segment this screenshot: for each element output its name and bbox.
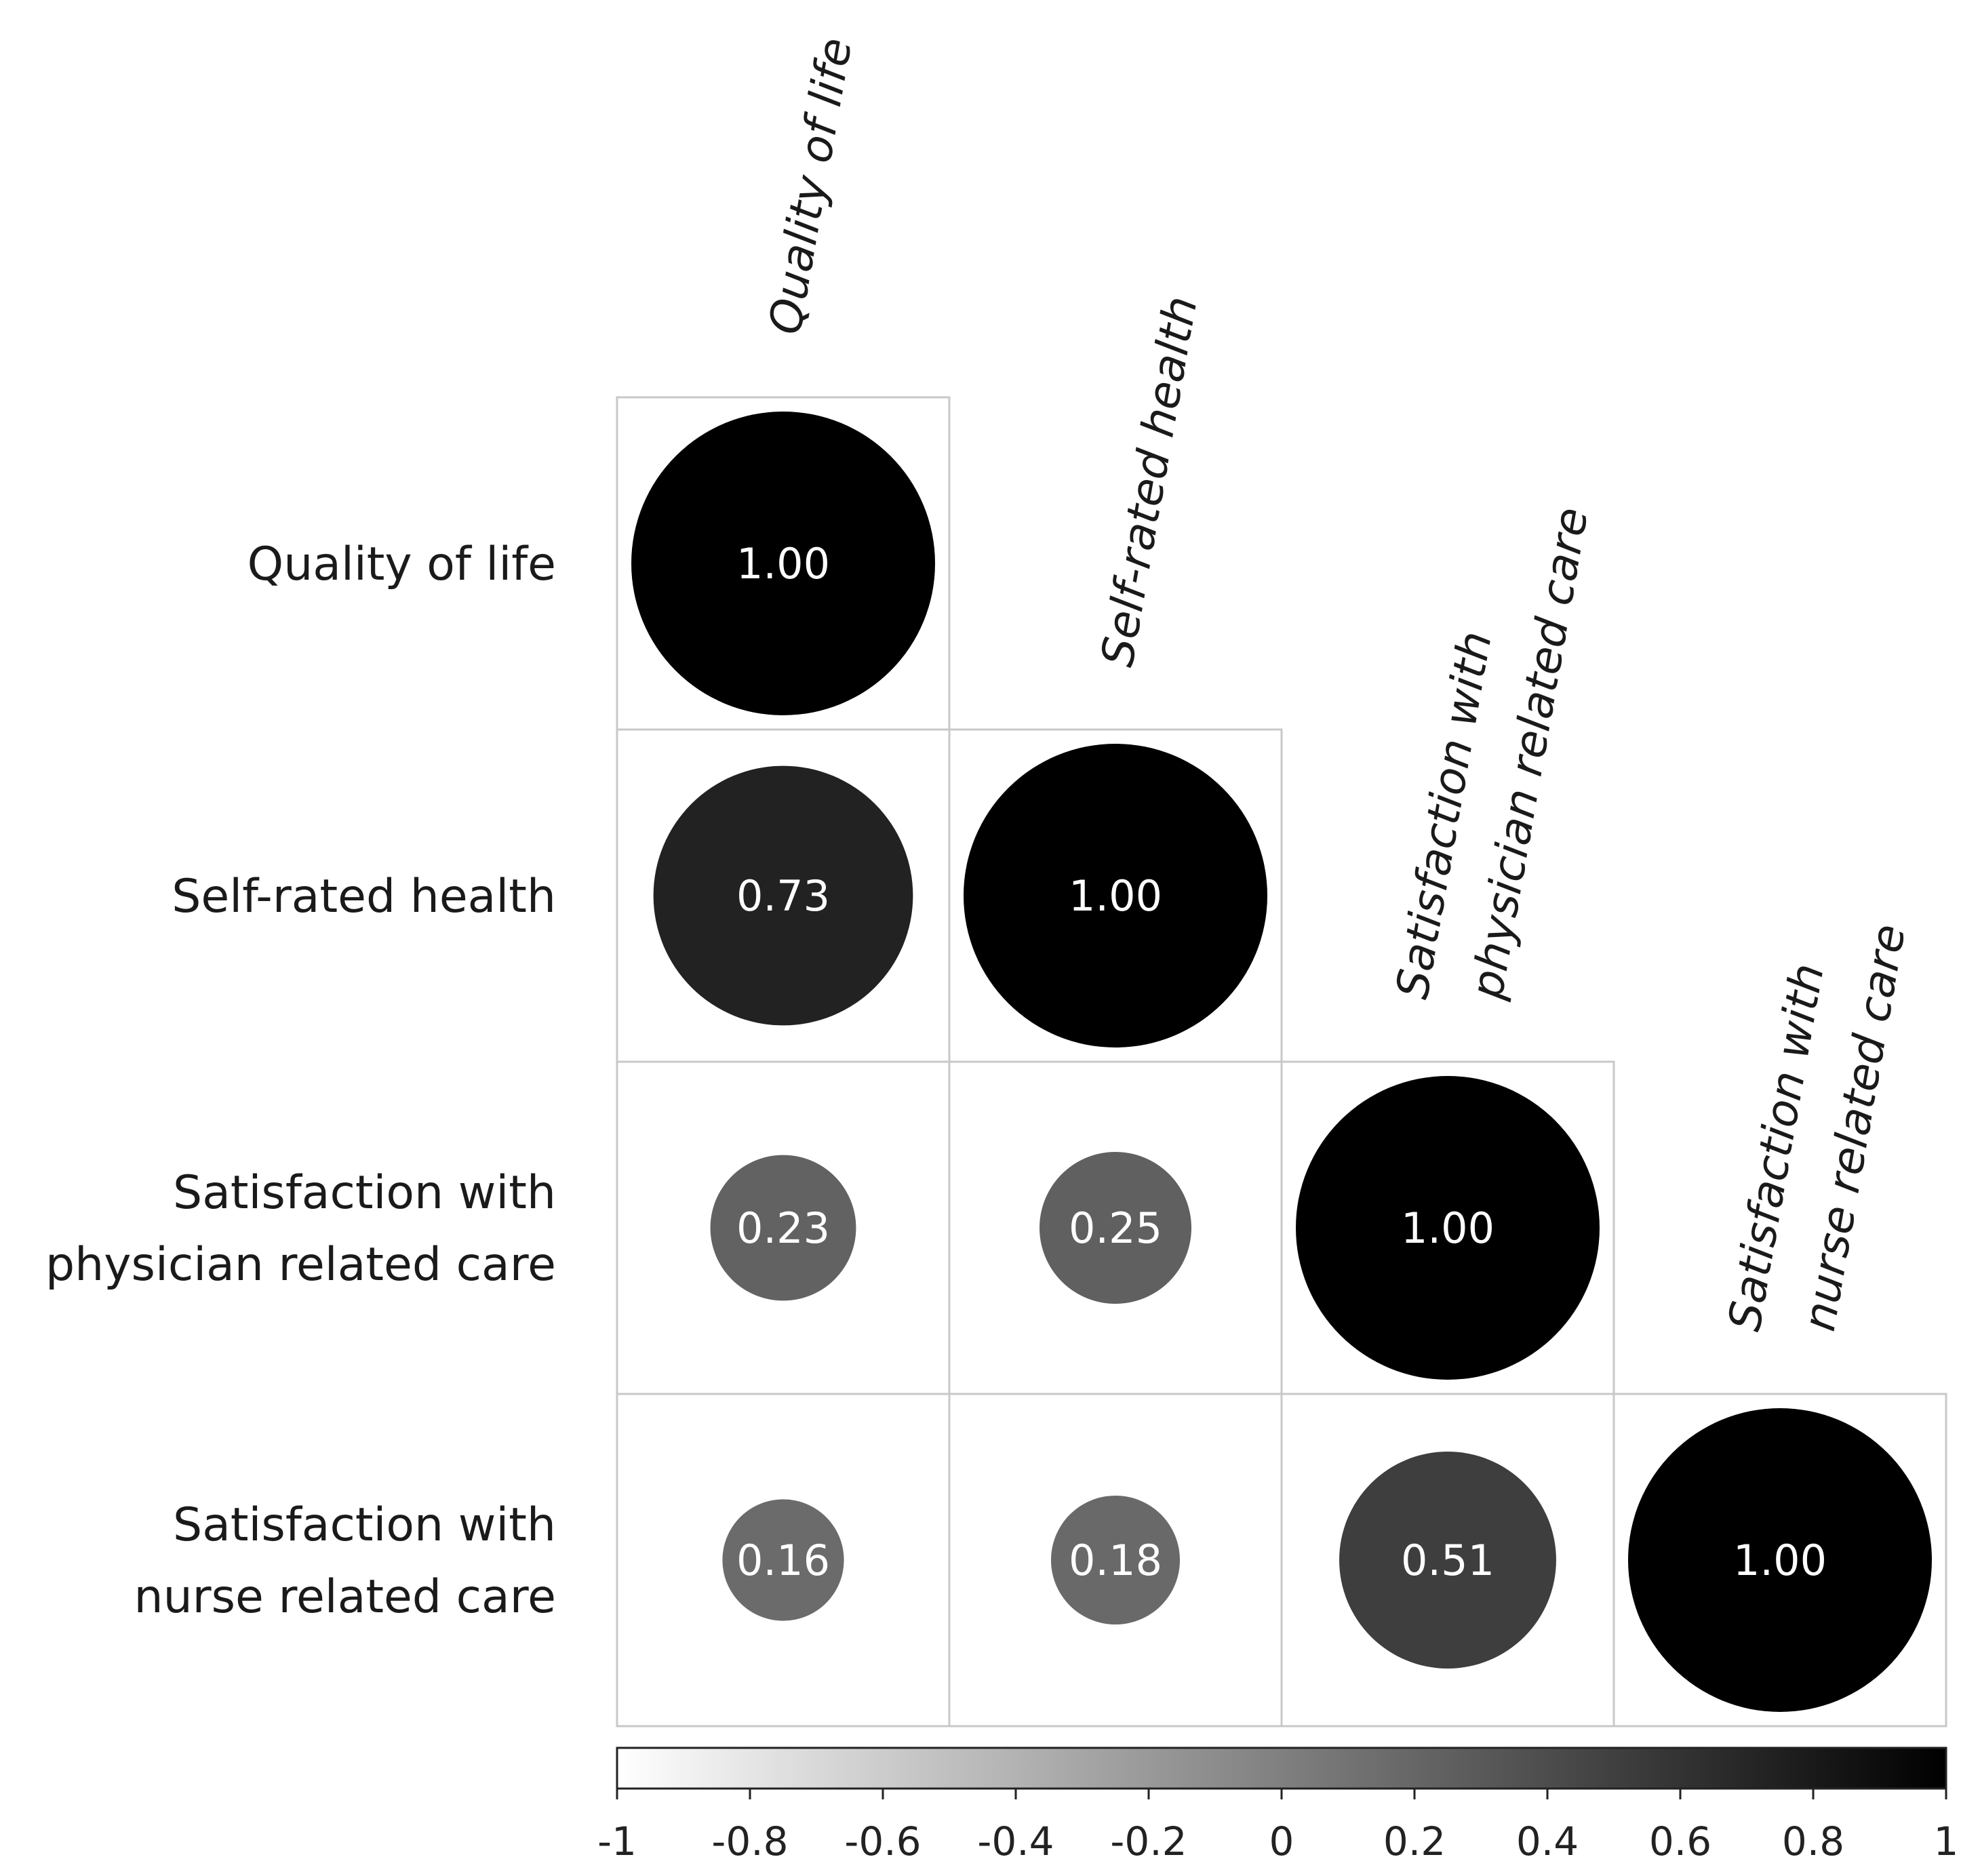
correlation-circle xyxy=(653,765,913,1026)
colorbar-tick-label: -0.8 xyxy=(711,1818,788,1864)
colorbar-tick-label: 0.6 xyxy=(1649,1818,1711,1864)
colorbar-tick-label: 1 xyxy=(1934,1818,1959,1864)
colorbar-tick-label: -1 xyxy=(597,1818,637,1864)
row-labels: Quality of life Self-rated health Satisfac… xyxy=(45,538,556,1624)
row-label: nurse related care xyxy=(134,1570,556,1624)
colorbar-gradient xyxy=(616,1747,1947,1790)
correlation-value: 1.00 xyxy=(1069,871,1162,921)
row-label: Quality of life xyxy=(248,538,556,591)
correlation-values: 1.00 0.73 1.00 0.23 0.25 1.00 0.16 0.18 0.51 1.00 xyxy=(736,539,1827,1585)
row-label: Self-rated health xyxy=(172,870,556,923)
correlation-value: 0.23 xyxy=(736,1203,830,1253)
colorbar-tick-label: 0 xyxy=(1269,1818,1294,1864)
correlation-circle xyxy=(964,744,1267,1047)
correlation-circle xyxy=(631,412,935,715)
colorbar-tick-label: 0.8 xyxy=(1782,1818,1844,1864)
column-label: Quality of life xyxy=(759,34,863,338)
correlation-circle xyxy=(1628,1408,1932,1712)
correlation-value: 0.25 xyxy=(1069,1203,1162,1253)
correlation-value: 0.18 xyxy=(1069,1536,1162,1585)
colorbar-tick-label: 0.4 xyxy=(1516,1818,1579,1864)
correlation-value: 1.00 xyxy=(736,539,830,588)
colorbar-tick-label: -0.6 xyxy=(844,1818,921,1864)
correlation-value: 0.73 xyxy=(736,871,830,921)
colorbar-tick-label: -0.4 xyxy=(977,1818,1054,1864)
correlation-circle xyxy=(722,1499,844,1621)
correlation-value: 0.16 xyxy=(736,1536,830,1585)
row-label: Satisfaction with xyxy=(173,1498,556,1552)
colorbar-tick-label: -0.2 xyxy=(1110,1818,1187,1864)
row-label: physician related care xyxy=(45,1238,556,1292)
correlation-value: 0.51 xyxy=(1401,1536,1494,1585)
column-label: Self-rated health xyxy=(1091,292,1208,671)
correlation-circle xyxy=(710,1155,856,1301)
correlation-circle xyxy=(1040,1152,1191,1304)
correlation-circle xyxy=(1050,1495,1181,1625)
correlation-value: 1.00 xyxy=(1401,1203,1494,1253)
correlation-circle xyxy=(1296,1076,1600,1380)
colorbar-tick-label: 0.2 xyxy=(1383,1818,1446,1864)
colorbar: -1 -0.8 -0.6 -0.4 -0.2 0 0.2 0.4 0.6 0.8 1 xyxy=(597,1747,1959,1864)
row-label: Satisfaction with xyxy=(173,1166,556,1220)
correlation-value: 1.00 xyxy=(1733,1536,1827,1585)
correlation-circle xyxy=(1339,1452,1556,1669)
correlation-circles xyxy=(631,412,1932,1712)
